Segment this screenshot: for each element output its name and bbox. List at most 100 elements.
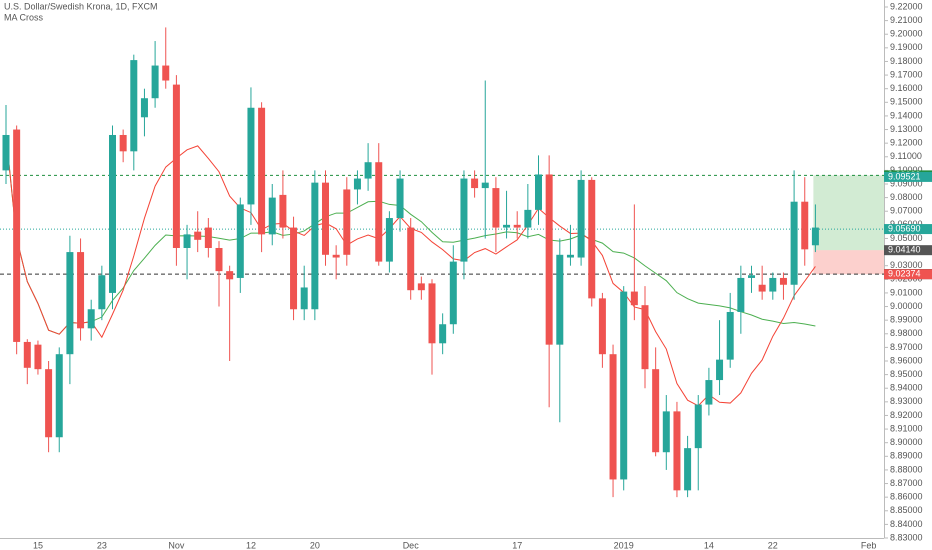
candle-body — [609, 354, 617, 480]
y-tick-label: 9.21000 — [890, 15, 923, 25]
y-tick-label: 9.05000 — [890, 233, 923, 243]
y-tick-label: 9.17000 — [890, 69, 923, 79]
candle-body — [811, 227, 819, 246]
indicator-name: MA Cross — [4, 12, 44, 22]
profit-zone — [813, 175, 884, 251]
candle-body — [34, 344, 42, 370]
candle-body — [439, 324, 447, 344]
chart-title: U.S. Dollar/Swedish Krona, 1D, FXCM — [4, 1, 158, 11]
price-tag — [884, 269, 932, 280]
candle-body — [652, 369, 660, 453]
y-tick-label: 8.91000 — [890, 423, 923, 433]
candle-body — [268, 197, 276, 235]
price-tag-label: 9.09521 — [888, 171, 921, 181]
candle-body — [513, 224, 521, 228]
candle-body — [716, 359, 724, 381]
candle-body — [151, 65, 159, 99]
price-tag-label: 9.02374 — [888, 269, 921, 279]
candle-body — [45, 369, 53, 438]
candle-body — [524, 209, 532, 228]
candle-body — [535, 174, 542, 210]
candle-body — [598, 298, 606, 355]
loss-zone — [813, 250, 884, 275]
candle-body — [726, 311, 734, 360]
y-tick-label: 9.13000 — [890, 124, 923, 134]
candle-body — [428, 283, 436, 344]
x-tick-label: 2019 — [614, 540, 634, 550]
candle-body — [375, 162, 383, 262]
candle-body — [13, 129, 21, 342]
candle-body — [353, 178, 361, 190]
y-tick-label: 8.99000 — [890, 315, 923, 325]
candle-body — [620, 291, 628, 480]
price-tag — [884, 245, 932, 256]
y-tick-label: 9.18000 — [890, 56, 923, 66]
price-tag-label: 9.05690 — [888, 223, 921, 233]
candle-body — [290, 227, 298, 310]
candle-body — [684, 448, 692, 491]
y-tick-label: 8.87000 — [890, 478, 923, 488]
x-tick-label: Nov — [168, 540, 185, 550]
x-tick-label: 23 — [97, 540, 107, 550]
candle-body — [162, 65, 170, 81]
slow-ma — [5, 134, 816, 335]
y-tick-label: 9.00000 — [890, 301, 923, 311]
y-tick-label: 8.88000 — [890, 464, 923, 474]
y-tick-label: 8.89000 — [890, 451, 923, 461]
candle-body — [87, 309, 95, 329]
candle-body — [119, 134, 127, 152]
candle-body — [737, 277, 745, 312]
candle-body — [258, 107, 266, 235]
y-tick-label: 8.94000 — [890, 383, 923, 393]
x-tick-label: Feb — [861, 540, 877, 550]
candle-body — [226, 271, 234, 280]
x-tick-label: 22 — [768, 540, 778, 550]
candle-body — [779, 277, 787, 285]
y-tick-label: 9.19000 — [890, 42, 923, 52]
candle-body — [545, 174, 553, 345]
candle-body — [417, 283, 425, 291]
candle-body — [449, 261, 457, 325]
x-tick-label: 17 — [512, 540, 522, 550]
y-tick-label: 9.03000 — [890, 260, 923, 270]
candle-body — [2, 134, 10, 171]
candle-body — [492, 188, 500, 228]
candle-body — [694, 404, 702, 449]
candle-body — [300, 287, 308, 310]
candle-body — [801, 201, 809, 250]
candle-body — [748, 275, 755, 278]
candle-body — [641, 305, 649, 370]
y-tick-label: 8.85000 — [890, 505, 923, 515]
candle-body — [673, 411, 681, 491]
y-tick-label: 9.16000 — [890, 83, 923, 93]
x-tick-label: 14 — [704, 540, 714, 550]
y-tick-label: 9.11000 — [890, 151, 922, 161]
candle-body — [279, 194, 287, 228]
y-tick-label: 8.83000 — [890, 532, 923, 542]
y-tick-label: 8.96000 — [890, 355, 923, 365]
y-tick-label: 9.15000 — [890, 97, 923, 107]
candle-body — [758, 284, 766, 292]
candle-body — [55, 354, 63, 438]
y-tick-label: 9.20000 — [890, 29, 923, 39]
candle-body — [77, 252, 85, 329]
candle-body — [460, 178, 468, 262]
candle-body — [215, 247, 223, 272]
candle-body — [364, 162, 372, 179]
candle-body — [503, 224, 511, 228]
x-tick-label: 12 — [246, 540, 256, 550]
candle-body — [407, 227, 415, 291]
candle-body — [140, 98, 148, 118]
y-tick-label: 9.14000 — [890, 110, 923, 120]
candle-body — [130, 60, 138, 152]
candle-body — [66, 252, 74, 355]
candle-body — [588, 179, 596, 299]
y-tick-label: 9.08000 — [890, 192, 923, 202]
y-tick-label: 9.12000 — [890, 138, 923, 148]
candle-body — [23, 341, 31, 368]
candle-body — [385, 218, 393, 262]
candle-body — [332, 254, 340, 258]
candle-body — [630, 291, 638, 306]
candle-body — [194, 231, 202, 240]
